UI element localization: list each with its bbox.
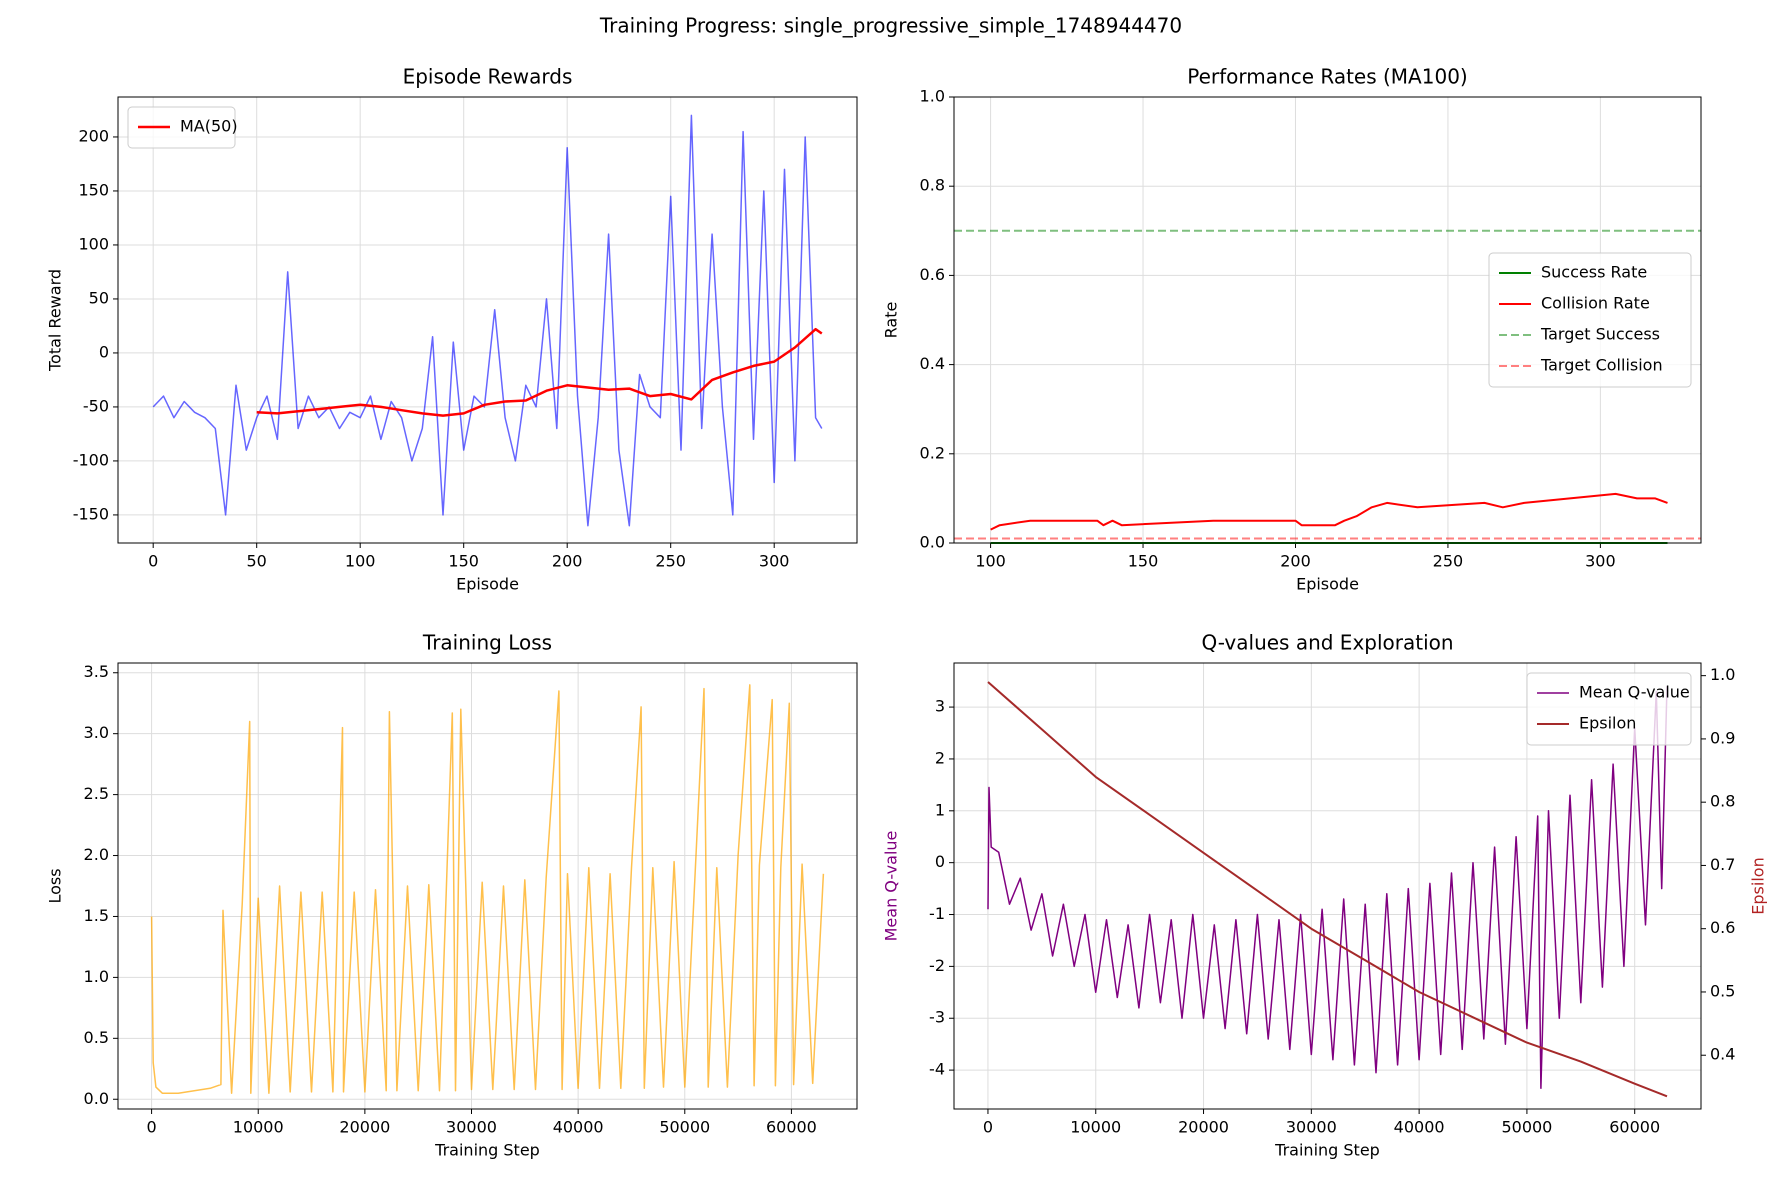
legend-label: Epsilon (1579, 714, 1636, 733)
y-tick-label: -150 (73, 504, 109, 523)
axes-title: Q-values and Exploration (1201, 631, 1453, 655)
y-tick-label: 3.5 (84, 662, 109, 681)
y-tick-label: 3.0 (84, 723, 109, 742)
x-tick-label: 250 (655, 552, 686, 571)
y2-tick-label: 0.9 (1710, 728, 1735, 747)
figure-title: Training Progress: single_progressive_si… (599, 14, 1182, 38)
y-tick-label: 3 (935, 697, 945, 716)
y-tick-label: -50 (83, 396, 109, 415)
x-tick-label: 40000 (1394, 1118, 1445, 1137)
x-axis-label: Training Step (1274, 1141, 1380, 1160)
y-tick-label: 200 (78, 126, 109, 145)
series-line (987, 681, 1668, 1098)
y-tick-label: 1.5 (84, 906, 109, 925)
x-tick-label: 300 (1585, 552, 1616, 571)
y-axis-label: Rate (882, 302, 901, 339)
y-tick-label: 2.5 (84, 784, 109, 803)
y-tick-label: 0.8 (920, 176, 945, 195)
y-tick-label: 0.4 (920, 354, 945, 373)
x-tick-label: 10000 (1070, 1118, 1121, 1137)
y2-tick-label: 0.4 (1710, 1045, 1735, 1064)
x-tick-label: 30000 (446, 1118, 497, 1137)
y2-axis-label: Epsilon (1749, 857, 1768, 914)
axes-title: Training Loss (422, 631, 552, 655)
axes-frame (117, 96, 858, 544)
series-line (990, 492, 1668, 531)
x-tick-label: 0 (148, 552, 158, 571)
x-tick-label: 60000 (766, 1118, 817, 1137)
y-tick-label: 50 (89, 288, 109, 307)
y-tick-label: -3 (929, 1008, 945, 1027)
y-tick-label: 150 (78, 180, 109, 199)
axes-frame (953, 96, 1702, 544)
x-tick-label: 20000 (339, 1118, 390, 1137)
y-tick-label: 1.0 (84, 967, 109, 986)
x-axis-label: Episode (456, 575, 519, 594)
x-tick-label: 40000 (553, 1118, 604, 1137)
x-tick-label: 10000 (233, 1118, 284, 1137)
y-tick-label: -4 (929, 1060, 945, 1079)
x-axis-label: Episode (1296, 575, 1359, 594)
legend-label: Collision Rate (1541, 294, 1650, 313)
x-tick-label: 0 (983, 1118, 993, 1137)
legend-label: Target Success (1540, 325, 1660, 344)
y-tick-label: 1.0 (920, 87, 945, 106)
y-tick-label: 0 (935, 852, 945, 871)
y-tick-label: 2 (935, 748, 945, 767)
y2-tick-label: 0.5 (1710, 981, 1735, 1000)
y-axis-label: Total Reward (46, 269, 65, 372)
y2-tick-label: 0.8 (1710, 792, 1735, 811)
x-tick-label: 200 (1280, 552, 1311, 571)
x-tick-label: 250 (1433, 552, 1464, 571)
legend-label: Mean Q-value (1579, 683, 1690, 702)
y-axis-label: Loss (46, 868, 65, 903)
legend-label: Target Collision (1540, 356, 1663, 375)
x-tick-label: 200 (552, 552, 583, 571)
y-axis-label: Mean Q-value (882, 831, 901, 942)
y-tick-label: 0 (99, 342, 109, 361)
y-tick-label: 0.0 (920, 533, 945, 552)
y-tick-label: 0.2 (920, 443, 945, 462)
x-tick-label: 60000 (1609, 1118, 1660, 1137)
y-tick-label: 0.6 (920, 265, 945, 284)
x-tick-label: 300 (759, 552, 790, 571)
x-tick-label: 50 (247, 552, 267, 571)
y-tick-label: -100 (73, 450, 109, 469)
x-tick-label: 150 (1128, 552, 1159, 571)
y-tick-label: 0.0 (84, 1089, 109, 1108)
y2-tick-label: 0.7 (1710, 855, 1735, 874)
x-tick-label: 150 (448, 552, 479, 571)
y2-tick-label: 0.6 (1710, 918, 1735, 937)
series-line (150, 684, 825, 1094)
legend-box (1526, 672, 1692, 746)
x-tick-label: 30000 (1286, 1118, 1337, 1137)
x-axis-label: Training Step (434, 1141, 540, 1160)
y-tick-label: 0.5 (84, 1028, 109, 1047)
axes-title: Episode Rewards (403, 65, 573, 89)
y2-tick-label: 1.0 (1710, 665, 1735, 684)
legend-box (127, 106, 236, 149)
y-tick-label: 1 (935, 800, 945, 819)
x-tick-label: 20000 (1178, 1118, 1229, 1137)
x-tick-label: 50000 (659, 1118, 710, 1137)
y-tick-label: 100 (78, 234, 109, 253)
y-tick-label: -1 (929, 904, 945, 923)
series-line (256, 327, 823, 417)
series-line (987, 686, 1668, 1090)
series-line (152, 114, 823, 527)
x-tick-label: 0 (146, 1118, 156, 1137)
legend-label: MA(50) (180, 117, 238, 136)
axes-frame (953, 662, 1702, 1110)
y-tick-label: 2.0 (84, 845, 109, 864)
x-tick-label: 100 (975, 552, 1006, 571)
x-tick-label: 100 (345, 552, 376, 571)
x-tick-label: 50000 (1501, 1118, 1552, 1137)
legend-box (1488, 252, 1692, 388)
y-tick-label: -2 (929, 956, 945, 975)
axes-title: Performance Rates (MA100) (1187, 65, 1467, 89)
legend-label: Success Rate (1541, 263, 1647, 282)
axes-frame (117, 662, 858, 1110)
